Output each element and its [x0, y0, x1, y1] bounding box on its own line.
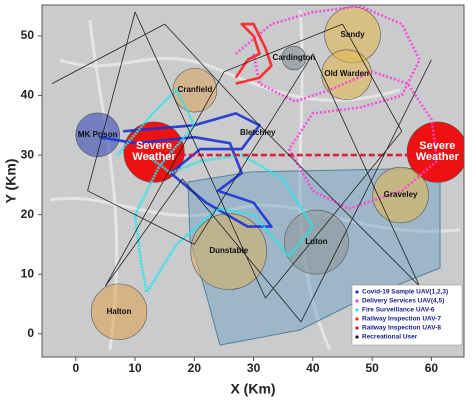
y-tick-label: 0: [27, 326, 34, 340]
zone-label-box: Old Warden: [324, 69, 369, 79]
legend-label: Railway Inspection UAV-8: [362, 325, 441, 332]
zone-label: Old Warden: [324, 69, 369, 79]
zone-label: Graveley: [383, 189, 418, 199]
legend-marker: [355, 326, 359, 330]
zone-label: Cardington: [272, 52, 316, 62]
zone-label-box: Luton: [305, 236, 328, 246]
zone-label-box: Severe Weather: [415, 139, 459, 164]
zone-label: Cranfield: [177, 84, 213, 94]
track: [234, 5, 439, 210]
track: [99, 112, 273, 228]
x-axis-title: X (Km): [230, 381, 275, 397]
zone: [281, 45, 307, 71]
zone: [90, 283, 148, 340]
zones: [75, 6, 464, 340]
y-tick-label: 50: [21, 28, 35, 42]
zone-label-box: Graveley: [383, 189, 418, 199]
annotation: Bletchley: [240, 128, 276, 137]
zone-label-box: Halton: [106, 306, 132, 316]
x-tick-label: 10: [128, 361, 142, 375]
y-tick-label: 30: [21, 147, 35, 161]
zone-label-box: Cardington: [272, 52, 316, 62]
legend-marker: [355, 299, 359, 303]
y-axis-title: Y (Km): [3, 159, 19, 204]
y-tick-label: 40: [21, 88, 35, 102]
legend-marker: [355, 308, 359, 312]
plot-frame: [41, 4, 465, 358]
zone-label-box: Severe Weather: [132, 139, 176, 164]
zone-label-box: Cranfield: [177, 84, 213, 94]
y-tick-label: 10: [21, 266, 35, 280]
zone-label: MK Prison: [77, 129, 118, 139]
legend: Covid-19 Sample UAV(1,2,3) Delivery Servi…: [351, 284, 463, 346]
legend-label: Delivery Services UAV(4,5): [362, 298, 444, 305]
x-tick-label: 20: [188, 361, 202, 375]
tracks: [51, 5, 439, 323]
zone: [75, 112, 120, 158]
track: [116, 88, 315, 294]
zone: [172, 67, 218, 113]
zone-label: Severe Weather: [415, 139, 459, 164]
legend-label: Covid-19 Sample UAV(1,2,3): [362, 289, 448, 296]
legend-marker: [355, 290, 359, 294]
x-tick-label: 40: [306, 361, 320, 375]
zone-label-box: Dunstable: [209, 246, 249, 256]
legend-box: [351, 284, 463, 346]
legend-marker: [355, 335, 359, 339]
track: [51, 11, 432, 323]
zone: [406, 121, 464, 183]
track: [234, 22, 273, 85]
legend-label: Recreational User: [362, 334, 418, 341]
zone-label: Luton: [305, 236, 328, 246]
zone-label-box: Sandy: [340, 29, 365, 39]
zone-label-box: MK Prison: [77, 129, 118, 139]
zone-label: Sandy: [340, 29, 365, 39]
x-tick-label: 50: [365, 361, 379, 375]
x-tick-label: 60: [425, 361, 439, 375]
zone: [123, 121, 185, 183]
zone-label: Severe Weather: [132, 139, 176, 164]
zone-labels: MK Prison Cranfield Cardington Sandy Old War…: [77, 29, 459, 316]
x-tick-label: 0: [72, 361, 79, 375]
zone: [190, 213, 267, 290]
legend-marker: [355, 317, 359, 321]
x-tick-label: 30: [247, 361, 261, 375]
zone-label: Halton: [106, 306, 132, 316]
zone-label: Dunstable: [209, 246, 249, 256]
roads: [49, 9, 461, 351]
legend-label: Railway Inspection UAV-7: [362, 316, 441, 323]
y-tick-label: 20: [21, 207, 35, 221]
legend-label: Fire Surveillance UAV-6: [362, 307, 435, 314]
